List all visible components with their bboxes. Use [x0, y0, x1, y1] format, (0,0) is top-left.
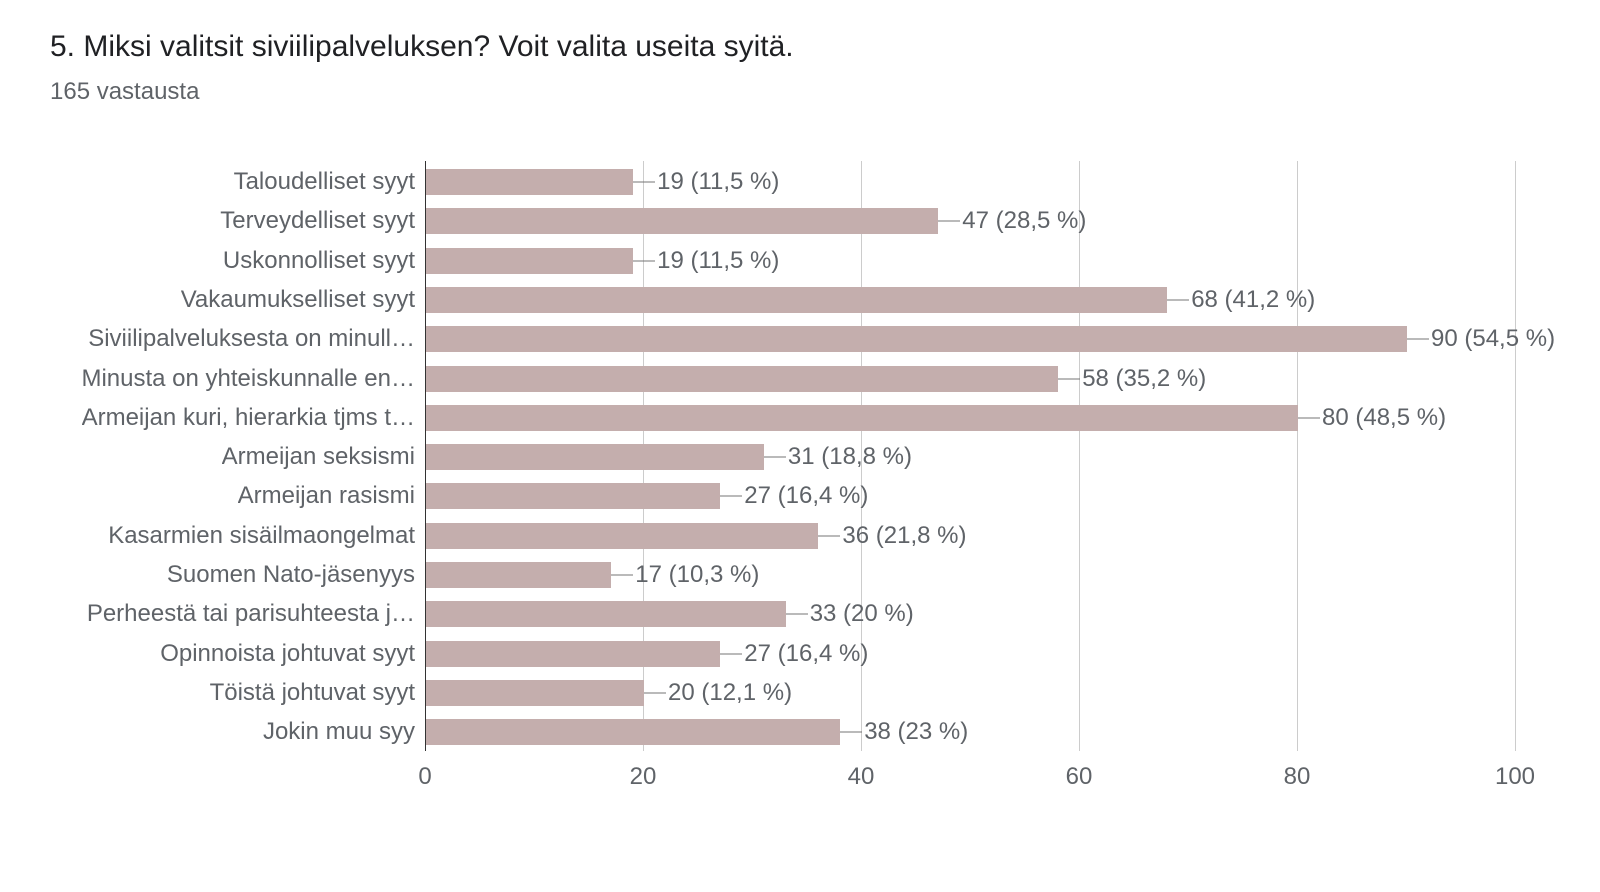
value-label: 20 (12,1 %) [668, 679, 792, 707]
value-label: 27 (16,4 %) [744, 640, 868, 668]
bar [426, 169, 633, 195]
value-connector [818, 535, 840, 536]
category-label: Uskonnolliset syyt [223, 247, 425, 275]
x-tick-label: 80 [1284, 751, 1311, 791]
value-connector [720, 496, 742, 497]
category-label: Vakaumukselliset syyt [181, 286, 425, 314]
value-connector [644, 692, 666, 693]
bar [426, 641, 720, 667]
bar [426, 483, 720, 509]
x-tick-label: 40 [848, 751, 875, 791]
category-label: Terveydelliset syyt [220, 207, 425, 235]
bar [426, 287, 1167, 313]
value-connector [1298, 417, 1320, 418]
category-label: Perheestä tai parisuhteesta j… [87, 600, 425, 628]
value-label: 38 (23 %) [864, 718, 968, 746]
bar [426, 444, 764, 470]
category-label: Armeijan rasismi [238, 482, 425, 510]
value-label: 90 (54,5 %) [1431, 325, 1555, 353]
bar [426, 405, 1298, 431]
bar [426, 562, 611, 588]
chart-area: 0 20 40 60 80 100 Taloudelliset syyt 19 (11,5 %… [50, 161, 1550, 801]
value-label: 58 (35,2 %) [1082, 365, 1206, 393]
value-connector [840, 732, 862, 733]
value-label: 31 (18,8 %) [788, 443, 912, 471]
value-label: 33 (20 %) [810, 600, 914, 628]
value-label: 47 (28,5 %) [962, 207, 1086, 235]
x-tick-label: 60 [1066, 751, 1093, 791]
bar [426, 208, 938, 234]
value-connector [938, 221, 960, 222]
gridline [1079, 161, 1080, 751]
value-connector [1167, 299, 1189, 300]
value-connector [786, 614, 808, 615]
value-label: 27 (16,4 %) [744, 482, 868, 510]
plot-area: 020406080100Taloudelliset syyt19 (11,5 %… [425, 161, 1515, 751]
x-tick-label: 0 [418, 751, 431, 791]
bar [426, 680, 644, 706]
category-label: Siviilipalveluksesta on minull… [88, 325, 425, 353]
gridline [1297, 161, 1298, 751]
x-tick-label: 100 [1495, 751, 1535, 791]
category-label: Armeijan kuri, hierarkia tjms t… [82, 404, 425, 432]
chart-subtitle: 165 vastausta [50, 78, 1550, 106]
chart-title: 5. Miksi valitsit siviilipalveluksen? Vo… [50, 30, 1550, 64]
bar [426, 523, 818, 549]
value-connector [633, 260, 655, 261]
value-connector [633, 182, 655, 183]
bar [426, 719, 840, 745]
x-tick-label: 20 [630, 751, 657, 791]
bar [426, 248, 633, 274]
value-connector [764, 457, 786, 458]
category-label: Taloudelliset syyt [234, 168, 425, 196]
value-label: 17 (10,3 %) [635, 561, 759, 589]
category-label: Armeijan seksismi [222, 443, 425, 471]
category-label: Minusta on yhteiskunnalle en… [81, 365, 425, 393]
category-label: Suomen Nato-jäsenyys [167, 561, 425, 589]
value-label: 36 (21,8 %) [842, 522, 966, 550]
bar [426, 601, 786, 627]
gridline [1515, 161, 1516, 751]
value-label: 19 (11,5 %) [657, 247, 779, 275]
category-label: Töistä johtuvat syyt [210, 679, 425, 707]
bar [426, 326, 1407, 352]
value-connector [611, 575, 633, 576]
category-label: Opinnoista johtuvat syyt [160, 640, 425, 668]
category-label: Kasarmien sisäilmaongelmat [108, 522, 425, 550]
category-label: Jokin muu syy [263, 718, 425, 746]
value-connector [1058, 378, 1080, 379]
chart-container: 5. Miksi valitsit siviilipalveluksen? Vo… [0, 0, 1600, 892]
value-connector [720, 653, 742, 654]
bar [426, 366, 1058, 392]
value-label: 68 (41,2 %) [1191, 286, 1315, 314]
value-connector [1407, 339, 1429, 340]
value-label: 80 (48,5 %) [1322, 404, 1446, 432]
value-label: 19 (11,5 %) [657, 168, 779, 196]
